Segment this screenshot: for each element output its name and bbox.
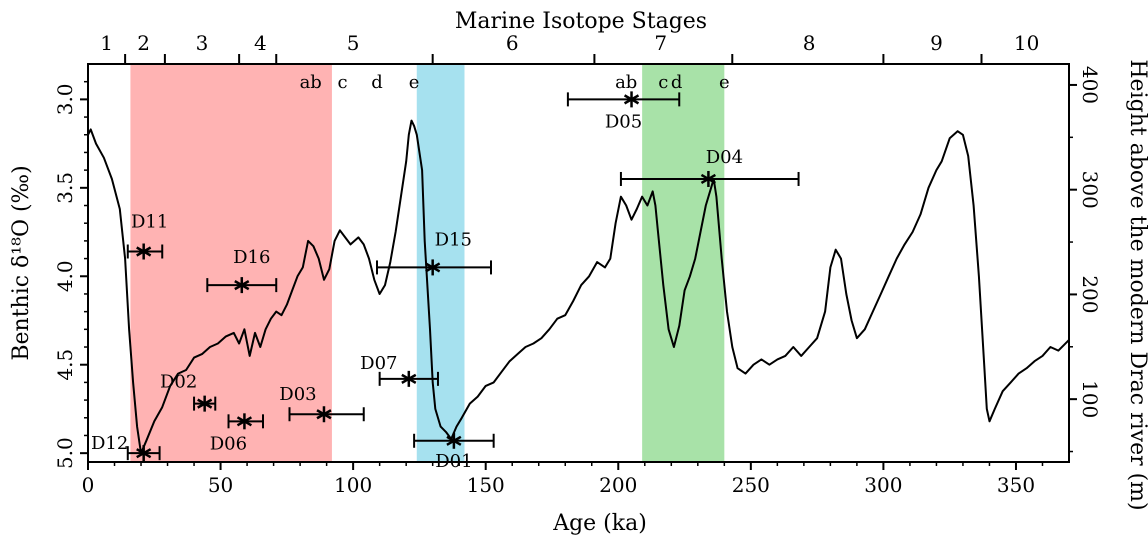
marker-stroke	[623, 94, 640, 105]
y-tick-label: 4.0	[53, 260, 77, 292]
y-tick-label: 3.5	[53, 172, 77, 204]
x-tick-label: 0	[82, 473, 95, 497]
marker-stroke	[234, 280, 250, 291]
substage-label: e	[719, 72, 730, 93]
marker-stroke	[700, 173, 716, 185]
marker-stroke	[425, 262, 441, 273]
shaded-band	[642, 64, 725, 462]
data-point-marker	[316, 406, 332, 423]
x-axis-title: Age (ka)	[552, 511, 647, 536]
shaded-band	[130, 64, 332, 462]
data-point-marker	[234, 277, 250, 294]
x-tick-label: 300	[864, 473, 902, 497]
data-point-label: D01	[435, 451, 472, 472]
data-point-marker	[236, 413, 253, 430]
y-right-tick-label: 300	[1078, 171, 1102, 209]
substage-label: e	[409, 72, 420, 93]
data-point-marker	[197, 395, 213, 412]
shaded-band	[416, 64, 465, 462]
data-point-marker	[425, 259, 441, 276]
data-point-label: D02	[160, 372, 197, 393]
y-right-tick-label: 200	[1078, 275, 1102, 313]
stage-label: 3	[196, 31, 209, 55]
stage-label: 7	[654, 31, 667, 55]
marker-stroke	[136, 246, 152, 257]
top-axis-title: Marine Isotope Stages	[455, 9, 707, 34]
stage-label: 9	[930, 31, 943, 55]
substage-label: d	[371, 72, 383, 93]
substage-label: ab	[615, 72, 637, 93]
data-point-label: D11	[131, 212, 168, 233]
y-right-tick-label: 400	[1078, 66, 1102, 104]
stage-label: 2	[137, 31, 150, 55]
stage-label: 6	[506, 31, 519, 55]
data-point-marker	[136, 243, 152, 260]
y-tick-label: 5.0	[53, 437, 77, 469]
y-right-tick-label: 100	[1078, 380, 1102, 418]
marker-stroke	[197, 398, 213, 409]
y-right-axis-title: Height above the modern Drac river (m)	[1125, 59, 1148, 510]
stage-label: 1	[100, 31, 113, 55]
substage-label: c	[658, 72, 668, 93]
stage-label: 4	[254, 31, 267, 55]
data-point-marker	[623, 91, 640, 108]
marker-stroke	[136, 448, 152, 459]
data-point-marker	[136, 445, 152, 462]
marker-stroke	[316, 409, 332, 420]
x-tick-label: 250	[732, 473, 770, 497]
marker-stroke	[401, 373, 417, 384]
substage-label: ab	[300, 72, 322, 93]
y-tick-label: 3.0	[53, 83, 77, 115]
data-point-marker	[401, 370, 417, 387]
y-tick-label: 4.5	[53, 349, 77, 381]
stage-label: 10	[1014, 31, 1039, 55]
plot-frame	[87, 63, 1070, 463]
x-tick-label: 100	[334, 473, 372, 497]
substage-label: c	[337, 72, 347, 93]
substage-label: d	[671, 72, 683, 93]
benthic-d18o-line	[87, 119, 1070, 455]
x-tick-label: 350	[997, 473, 1035, 497]
stage-label: 5	[347, 31, 360, 55]
data-point-label: D03	[279, 384, 316, 405]
data-point-marker	[700, 170, 716, 187]
y-axis-title: Benthic δ¹⁸O (‰)	[9, 165, 34, 360]
marker-stroke	[446, 435, 462, 446]
data-point-label: D06	[210, 433, 247, 454]
x-tick-label: 200	[599, 473, 637, 497]
marker-stroke	[236, 416, 253, 427]
stage-label: 8	[803, 31, 816, 55]
data-point-label: D05	[605, 111, 642, 132]
data-point-label: D04	[706, 147, 743, 168]
data-point-label: D12	[91, 433, 128, 454]
x-tick-label: 150	[467, 473, 505, 497]
data-point-label: D07	[360, 353, 397, 374]
data-point-marker	[446, 432, 462, 449]
data-point-label: D15	[435, 229, 472, 250]
x-tick-label: 50	[208, 473, 233, 497]
data-point-label: D16	[233, 247, 270, 268]
